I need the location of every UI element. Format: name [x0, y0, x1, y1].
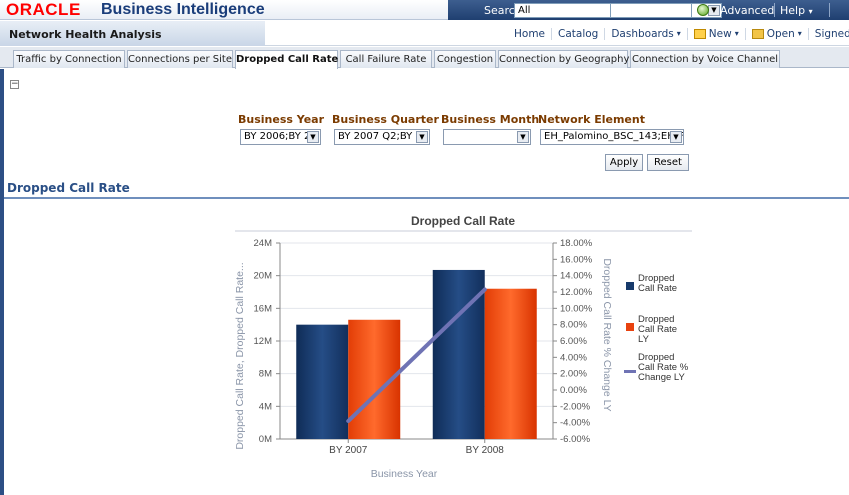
home-link[interactable]: Home	[514, 27, 546, 40]
x-axis-label: Business Year	[371, 468, 438, 480]
line-pct-change-ly	[346, 287, 487, 424]
apply-button[interactable]: Apply	[605, 154, 643, 171]
section-divider	[4, 197, 849, 199]
go-icon[interactable]	[697, 4, 709, 16]
search-input[interactable]	[610, 3, 692, 18]
network-element-value: EH_Palomino_BSC_143;EH_F	[544, 131, 684, 142]
y2-tick-label: 4.00%	[560, 352, 587, 363]
x-tick-label: BY 2007	[329, 445, 368, 456]
y2-tick-label: 0.00%	[560, 385, 587, 396]
tab-traffic-by-connection[interactable]: Traffic by Connection	[13, 50, 125, 68]
reset-button[interactable]: Reset	[647, 154, 689, 171]
dashboard-content: − Business Year BY 2006;BY 20 ▼ Business…	[0, 69, 849, 495]
collapse-section-icon[interactable]: −	[10, 79, 19, 89]
tab-congestion[interactable]: Congestion	[434, 50, 496, 68]
legend-label: Dropped Call Rate % Change LY	[638, 352, 689, 383]
y-tick-label: 20M	[254, 271, 273, 282]
open-menu[interactable]: Open ▾	[744, 27, 808, 40]
chevron-down-icon[interactable]: ▼	[670, 131, 682, 143]
legend-swatch	[626, 323, 634, 331]
y-tick-label: 8M	[259, 369, 272, 380]
dashboard-title-area: Network Health Analysis	[0, 21, 265, 46]
bar-dropped-call-rate	[296, 324, 349, 439]
y-tick-label: 12M	[254, 336, 273, 347]
chevron-down-icon: ▾	[676, 29, 681, 38]
legend-swatch-line	[624, 370, 636, 373]
y2-tick-label: 18.00%	[560, 238, 593, 249]
chevron-down-icon: ▾	[734, 29, 739, 38]
dashboard-tabs: Traffic by Connection Connections per Si…	[0, 47, 849, 69]
section-title: Dropped Call Rate	[7, 181, 130, 195]
business-quarter-label: Business Quarter	[332, 113, 439, 126]
chart-title: Dropped Call Rate	[411, 214, 515, 228]
chevron-down-icon: ▾	[808, 7, 813, 16]
business-quarter-select[interactable]: BY 2007 Q2;BY 20 ▼	[334, 129, 430, 145]
tab-connection-by-voice-channel[interactable]: Connection by Voice Channel	[630, 50, 780, 68]
legend-label: Dropped Call Rate LY	[638, 314, 677, 345]
y2-tick-label: 16.00%	[560, 254, 593, 265]
y-axis-label: Dropped Call Rate, Dropped Call Rate...	[234, 262, 246, 449]
dashboard-bar: Network Health Analysis Home Catalog Das…	[0, 21, 849, 46]
chevron-down-icon[interactable]: ▼	[517, 131, 529, 143]
y-tick-label: 0M	[259, 434, 272, 445]
folder-icon	[751, 28, 764, 39]
dropped-call-rate-chart: Dropped Call Rate 24M 20M 16M 12M 8M 4M 0M 18.0…	[234, 214, 692, 480]
dashboards-menu[interactable]: Dashboards ▾	[604, 27, 686, 40]
dashboard-title: Network Health Analysis	[9, 28, 162, 41]
business-year-select[interactable]: BY 2006;BY 20 ▼	[240, 129, 321, 145]
y2-tick-label: -6.00%	[560, 434, 591, 445]
y2-tick-label: 10.00%	[560, 303, 593, 314]
divider	[829, 3, 830, 17]
advanced-link[interactable]: Advanced	[720, 4, 775, 17]
y2-tick-label: -4.00%	[560, 418, 591, 429]
y-tick-label: 24M	[254, 238, 273, 249]
y2-tick-label: 14.00%	[560, 271, 593, 282]
chevron-down-icon[interactable]: ▼	[416, 131, 428, 143]
product-title: Business Intelligence	[101, 1, 265, 18]
chevron-down-icon: ▾	[797, 29, 802, 38]
tab-call-failure-rate[interactable]: Call Failure Rate	[340, 50, 432, 68]
oracle-logo: ORACLE	[6, 0, 81, 19]
search-scope-value: All	[518, 5, 531, 16]
business-quarter-value: BY 2007 Q2;BY 20	[338, 131, 429, 142]
dashboards-label: Dashboards	[611, 27, 674, 40]
y-tick-label: 4M	[259, 401, 272, 412]
chart-legend: Dropped Call Rate Dropped Call Rate LY Droppe…	[624, 273, 689, 383]
tab-connections-per-site[interactable]: Connections per Site	[127, 50, 233, 68]
y2-tick-label: 6.00%	[560, 336, 587, 347]
y2-tick-label: 2.00%	[560, 369, 587, 380]
divider	[774, 3, 775, 17]
tab-connection-by-geography[interactable]: Connection by Geography	[498, 50, 629, 68]
network-element-label: Network Element	[538, 113, 645, 126]
plot-area: 24M 20M 16M 12M 8M 4M 0M 18.00% 16.00% 14.00% 12.0…	[254, 238, 593, 456]
open-label: Open	[766, 27, 795, 40]
bar-dropped-call-rate-ly	[484, 288, 537, 439]
new-icon	[693, 28, 706, 39]
help-menu[interactable]: Help ▾	[780, 4, 813, 17]
business-month-select[interactable]: ▼	[443, 129, 531, 145]
tab-dropped-call-rate[interactable]: Dropped Call Rate	[235, 50, 338, 69]
network-element-select[interactable]: EH_Palomino_BSC_143;EH_F ▼	[540, 129, 684, 145]
signed-in-link[interactable]: Signed	[807, 27, 849, 40]
y-tick-label: 16M	[254, 303, 273, 314]
business-year-value: BY 2006;BY 20	[244, 131, 317, 142]
x-tick-label: BY 2008	[466, 445, 505, 456]
business-month-label: Business Month	[441, 113, 540, 126]
y2-axis-label: Dropped Call Rate % Change LY	[601, 258, 613, 411]
y2-tick-label: 8.00%	[560, 320, 587, 331]
global-nav: Home Catalog Dashboards ▾ New ▾ Open ▾ Sign…	[508, 21, 849, 46]
search-label: Search	[484, 4, 522, 17]
legend-label: Dropped Call Rate	[638, 273, 677, 294]
app-header: ORACLE Business Intelligence Search All …	[0, 0, 849, 20]
business-year-label: Business Year	[238, 113, 325, 126]
catalog-link[interactable]: Catalog	[551, 27, 604, 40]
help-label: Help	[780, 4, 806, 17]
chevron-down-icon[interactable]: ▼	[708, 5, 720, 16]
y2-tick-label: 12.00%	[560, 287, 593, 298]
y2-tick-label: -2.00%	[560, 401, 591, 412]
new-menu[interactable]: New ▾	[686, 27, 745, 40]
legend-swatch	[626, 282, 634, 290]
chevron-down-icon[interactable]: ▼	[307, 131, 319, 143]
new-label: New	[708, 27, 732, 40]
